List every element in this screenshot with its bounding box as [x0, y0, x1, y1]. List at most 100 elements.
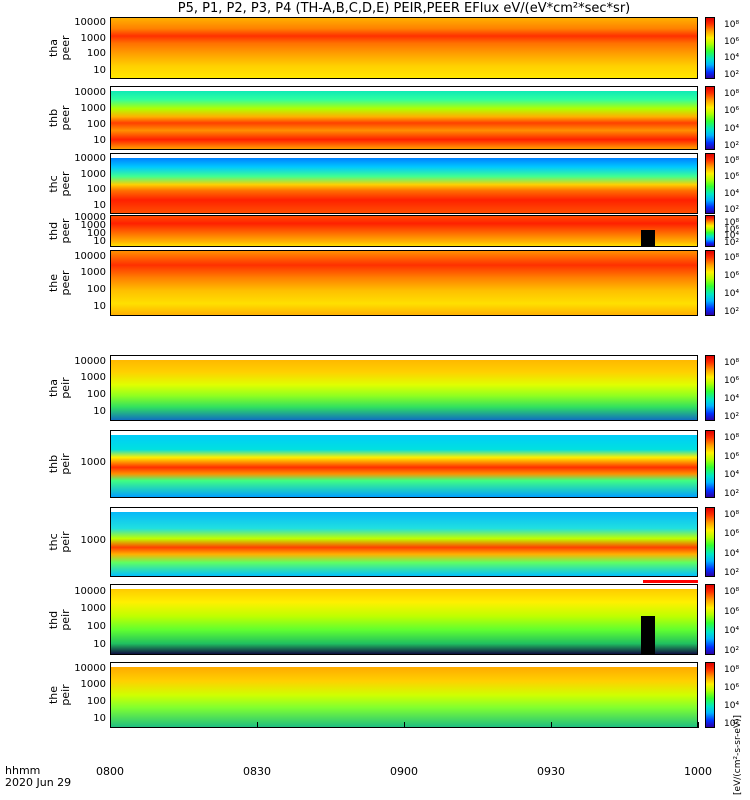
colorbar — [705, 662, 715, 728]
colorbar — [705, 17, 715, 79]
spectrogram-panel-3 — [110, 153, 698, 214]
colorbar-tick-label: 10⁶ — [724, 451, 740, 462]
colorbar-tick-label: 10² — [724, 205, 740, 215]
missing-data-block — [641, 229, 655, 246]
colorbar-tick-label: 10⁴ — [724, 231, 740, 242]
colorbar-tick-label: 10² — [724, 719, 740, 729]
x-axis-label-date: 2020 Jun 29 — [5, 776, 72, 789]
colorbar-tick-label: 10⁶ — [724, 271, 740, 281]
colorbar-tick-label: 10⁶ — [724, 683, 740, 693]
colorbar — [705, 153, 715, 214]
y-tick-label: 10000 — [74, 153, 106, 165]
x-axis-label-hhmm: hhmm — [5, 764, 41, 777]
y-tick-label: 1000 — [80, 372, 106, 384]
colorbar-tick-label: 10⁴ — [724, 53, 740, 64]
y-tick-label: 10000 — [74, 17, 106, 29]
colorbar — [705, 215, 715, 247]
colorbar-tick-label: 10⁴ — [724, 394, 740, 404]
y-tick-label: 10000 — [74, 250, 106, 262]
colorbar — [705, 86, 715, 150]
colorbar-tick-label: 10² — [724, 568, 740, 578]
colorbar-tick-label: 10⁴ — [724, 470, 740, 481]
colorbar-tick-label: 10⁸ — [724, 253, 740, 263]
x-tick-mark — [697, 722, 699, 728]
y-tick-label: 1000 — [80, 535, 106, 546]
x-tick-label: 0830 — [243, 765, 271, 778]
y-tick-label: 10000 — [74, 662, 106, 674]
spectrogram-panel-5 — [110, 250, 698, 316]
y-tick-label: 10 — [93, 301, 106, 313]
y-tick-label: 10 — [93, 406, 106, 418]
y-tick-label: 1000 — [80, 219, 106, 231]
colorbar-tick-label: 10⁶ — [724, 606, 740, 617]
spectrogram-panel-1 — [110, 17, 698, 79]
spectrogram-panel-8 — [110, 507, 698, 577]
y-tick-label: 100 — [86, 621, 106, 633]
y-tick-label: 10 — [93, 713, 106, 725]
colorbar-tick-label: 10⁸ — [724, 665, 740, 675]
spectrogram-panel-2 — [110, 86, 698, 150]
colorbar-tick-label: 10⁶ — [724, 36, 740, 47]
colorbar-tick-label: 10⁴ — [724, 626, 740, 637]
x-tick-mark — [109, 722, 111, 728]
colorbar-tick-label: 10⁴ — [724, 123, 740, 134]
colorbar-tick-label: 10⁶ — [724, 376, 740, 386]
colorbar-tick-label: 10⁴ — [724, 548, 740, 559]
y-tick-label: 100 — [86, 183, 106, 195]
data-gap-strip — [111, 154, 697, 158]
x-tick-label: 1000 — [684, 765, 712, 778]
y-tick-label: 10 — [93, 135, 106, 147]
spectrogram-panel-7 — [110, 430, 698, 498]
x-tick-label: 0800 — [96, 765, 124, 778]
data-gap-strip — [111, 87, 697, 91]
y-tick-label: 10000 — [74, 355, 106, 367]
colorbar — [705, 430, 715, 498]
data-gap-strip — [111, 356, 697, 360]
colorbar-tick-label: 10² — [724, 489, 740, 499]
flag-bar — [643, 580, 698, 583]
x-tick-mark — [256, 722, 258, 728]
data-gap-strip — [111, 431, 697, 435]
data-gap-strip — [111, 585, 697, 589]
spectrogram-panel-10 — [110, 662, 698, 728]
y-tick-label: 100 — [86, 695, 106, 707]
colorbar-tick-label: 10⁸ — [724, 587, 740, 597]
colorbar-tick-label: 10⁸ — [724, 218, 740, 228]
spectrogram-panel-6 — [110, 355, 698, 421]
colorbar-tick-label: 10² — [724, 238, 740, 248]
y-tick-label: 100 — [86, 48, 106, 60]
data-gap-strip — [111, 663, 697, 667]
y-tick-label: 1000 — [80, 603, 106, 615]
x-tick-label: 0930 — [537, 765, 565, 778]
colorbar-tick-label: 10⁸ — [724, 358, 740, 368]
colorbar-tick-label: 10⁸ — [724, 433, 740, 443]
colorbar-tick-label: 10² — [724, 70, 740, 80]
y-tick-label: 10 — [93, 639, 106, 651]
y-tick-label: 1000 — [80, 457, 106, 468]
colorbar-tick-label: 10² — [724, 307, 740, 317]
y-tick-label: 10000 — [74, 585, 106, 597]
y-tick-label: 10000 — [74, 211, 106, 223]
x-tick-mark — [550, 722, 552, 728]
colorbar-tick-label: 10⁶ — [724, 172, 740, 183]
spectrogram-panel-9 — [110, 584, 698, 655]
spectrogram-panel-4 — [110, 215, 698, 247]
data-gap-strip — [111, 508, 697, 512]
y-tick-label: 1000 — [80, 168, 106, 180]
y-tick-label: 100 — [86, 283, 106, 295]
colorbar-tick-label: 10⁸ — [724, 89, 740, 99]
colorbar — [705, 250, 715, 316]
colorbar-tick-label: 10⁴ — [724, 701, 740, 711]
y-tick-label: 100 — [86, 388, 106, 400]
colorbar-tick-label: 10⁸ — [724, 510, 740, 520]
colorbar — [705, 355, 715, 421]
colorbar-tick-label: 10² — [724, 646, 740, 656]
colorbar-tick-label: 10⁸ — [724, 20, 740, 30]
y-tick-label: 10 — [93, 236, 106, 248]
x-tick-label: 0900 — [390, 765, 418, 778]
colorbar-tick-label: 10⁴ — [724, 188, 740, 199]
colorbar — [705, 584, 715, 655]
colorbar-tick-label: 10⁶ — [724, 224, 740, 235]
y-tick-label: 1000 — [80, 267, 106, 279]
y-tick-label: 100 — [86, 118, 106, 130]
